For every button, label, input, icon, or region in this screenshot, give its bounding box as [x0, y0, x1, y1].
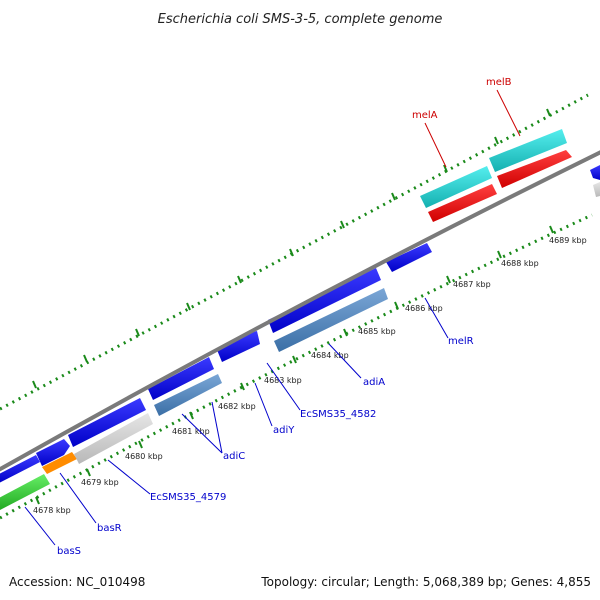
kbp-label: 4679 kbp [81, 478, 119, 487]
gene-basS-green[interactable] [0, 474, 50, 510]
kbp-label: 4688 kbp [501, 259, 539, 268]
kbp-label: 4684 kbp [311, 351, 349, 360]
kbp-label: 4683 kbp [264, 376, 302, 385]
gene-melB-red[interactable] [497, 150, 572, 188]
gene-label-basR[interactable]: basR [97, 523, 122, 534]
kbp-label: 4689 kbp [549, 236, 587, 245]
gene-labels: basS basR EcSMS35_4579 adiC adiY EcSMS35… [57, 77, 512, 557]
outer-tick-track [0, 93, 589, 411]
inner-major-ticks [35, 225, 554, 505]
accession-text: Accession: NC_010498 [9, 575, 145, 589]
gene-melB-cyan[interactable] [489, 129, 567, 172]
gene-label-melA[interactable]: melA [412, 110, 438, 121]
gene-label-adiA[interactable]: adiA [363, 377, 385, 388]
gene-label-adiC[interactable]: adiC [223, 451, 245, 462]
genome-summary-text: Topology: circular; Length: 5,068,389 bp… [260, 575, 591, 589]
gene-edge-gray[interactable] [593, 182, 600, 197]
gene-edge-blue[interactable] [590, 165, 600, 180]
gene-label-melR[interactable]: melR [448, 336, 474, 347]
gene-label-basS[interactable]: basS [57, 546, 81, 557]
gene-label-EcSMS35_4579[interactable]: EcSMS35_4579 [150, 492, 226, 503]
kbp-label: 4687 kbp [453, 280, 491, 289]
genome-backbone [0, 150, 600, 472]
kbp-label: 4678 kbp [33, 506, 71, 515]
gene-outer-blue-5[interactable] [217, 331, 260, 362]
gene-outer-blue-3[interactable] [68, 398, 146, 447]
gene-label-adiY[interactable]: adiY [273, 425, 295, 436]
kbp-labels: 4678 kbp 4679 kbp 4680 kbp 4681 kbp 4682… [33, 236, 587, 515]
gene-outer-blue-4[interactable] [148, 357, 214, 400]
gene-melA-red[interactable] [428, 184, 497, 222]
gene-melA-cyan[interactable] [420, 166, 492, 208]
gene-label-EcSMS35_4582[interactable]: EcSMS35_4582 [300, 409, 376, 420]
gene-outer-blue-6[interactable] [268, 268, 381, 333]
gene-label-melB[interactable]: melB [486, 77, 512, 88]
kbp-label: 4682 kbp [218, 402, 256, 411]
gene-outer-blue-7[interactable] [386, 243, 432, 272]
leader-lines-red [424, 89, 521, 168]
leader-lines-blue [24, 297, 449, 546]
kbp-label: 4685 kbp [358, 327, 396, 336]
kbp-label: 4681 kbp [172, 427, 210, 436]
outer-major-ticks [32, 108, 551, 389]
gene-EcSMS35_4579-gray[interactable] [74, 413, 153, 464]
gene-adiA-steel[interactable] [274, 288, 388, 352]
map-title: Escherichia coli SMS-3-5, complete genom… [158, 12, 443, 27]
gene-outer-blue-2[interactable] [36, 439, 70, 466]
gene-basR-orange[interactable] [42, 452, 77, 474]
kbp-label: 4680 kbp [125, 452, 163, 461]
kbp-label: 4686 kbp [405, 304, 443, 313]
gene-adiC-steel[interactable] [154, 374, 222, 416]
gene-outer-blue-1[interactable] [0, 455, 40, 483]
